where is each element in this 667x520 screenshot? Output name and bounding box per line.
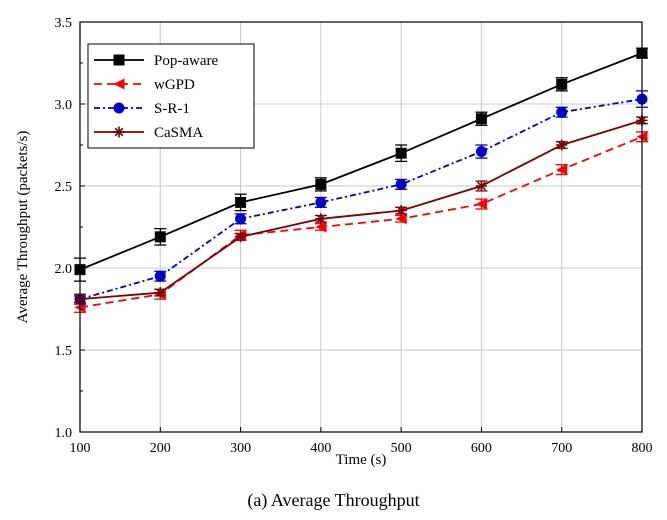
legend-label: CaSMA xyxy=(154,125,203,141)
marker-asterisk xyxy=(315,213,327,225)
marker-circle xyxy=(395,178,407,190)
figure-caption: (a) Average Throughput xyxy=(247,490,420,510)
legend-label: Pop-aware xyxy=(154,53,218,69)
y-tick-label: 3.5 xyxy=(55,16,73,31)
legend-item: Pop-aware xyxy=(94,53,218,69)
ticks: 100 200 300 400 500 600 700 800 1.0 1.5 2.0 2.5 3.0 3… xyxy=(55,16,653,456)
y-tick-label: 1.5 xyxy=(55,344,73,359)
marker-asterisk xyxy=(235,231,247,243)
y-tick-label: 3.0 xyxy=(55,98,73,113)
legend-item: CaSMA xyxy=(94,125,203,141)
throughput-chart: 100 200 300 400 500 600 700 800 1.0 1.5 2.0 2.5 3.0 3… xyxy=(15,16,653,468)
x-tick-label: 400 xyxy=(310,441,331,456)
marker-circle xyxy=(556,106,568,118)
marker-circle xyxy=(113,102,125,114)
marker-triangle xyxy=(475,198,487,210)
marker-square xyxy=(154,231,166,243)
marker-asterisk xyxy=(475,180,487,192)
marker-asterisk xyxy=(154,287,166,299)
marker-square xyxy=(113,54,125,66)
x-tick-label: 800 xyxy=(632,441,653,456)
y-tick-label: 2.0 xyxy=(55,262,73,277)
marker-square xyxy=(556,78,568,90)
x-tick-label: 200 xyxy=(150,441,171,456)
x-tick-label: 100 xyxy=(70,441,91,456)
marker-triangle xyxy=(556,164,568,176)
legend-label: wGPD xyxy=(154,77,195,93)
marker-triangle xyxy=(395,213,407,225)
marker-square xyxy=(475,113,487,125)
legend-item: S-R-1 xyxy=(94,101,190,117)
marker-asterisk xyxy=(113,126,125,138)
legend-item: wGPD xyxy=(94,77,195,93)
x-tick-label: 600 xyxy=(471,441,492,456)
marker-circle xyxy=(154,270,166,282)
marker-circle xyxy=(475,146,487,158)
y-tick-label: 1.0 xyxy=(55,426,73,441)
marker-circle xyxy=(315,196,327,208)
x-tick-label: 300 xyxy=(230,441,251,456)
legend-label: S-R-1 xyxy=(154,101,190,117)
legend: Pop-aware wGPD S-R-1 CaSMA xyxy=(87,43,255,149)
marker-square xyxy=(395,147,407,159)
marker-triangle xyxy=(315,221,327,233)
x-tick-label: 500 xyxy=(391,441,412,456)
series-s-r-1 xyxy=(74,90,648,305)
marker-circle xyxy=(235,213,247,225)
series-line xyxy=(79,135,643,309)
series-line xyxy=(79,119,643,301)
marker-asterisk xyxy=(395,205,407,217)
y-tick-label: 2.5 xyxy=(55,180,73,195)
series-line xyxy=(79,52,643,271)
marker-triangle xyxy=(113,78,125,90)
y-axis-title: Average Throughput (packets/s) xyxy=(15,131,31,324)
marker-square xyxy=(235,196,247,208)
series-line xyxy=(79,98,643,301)
marker-asterisk xyxy=(556,139,568,151)
marker-square xyxy=(315,178,327,190)
x-tick-label: 700 xyxy=(551,441,572,456)
x-axis-title: Time (s) xyxy=(336,452,387,468)
